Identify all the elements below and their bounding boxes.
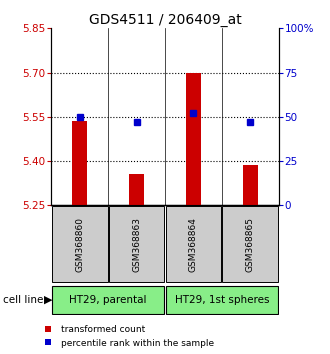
Bar — [73, 121, 87, 205]
Bar — [186, 73, 201, 205]
Bar — [52, 206, 108, 282]
Title: GDS4511 / 206409_at: GDS4511 / 206409_at — [89, 13, 241, 27]
Text: GSM368860: GSM368860 — [75, 217, 84, 272]
Bar — [129, 175, 144, 205]
Text: HT29, 1st spheres: HT29, 1st spheres — [175, 295, 269, 305]
Bar — [166, 206, 221, 282]
Text: HT29, parental: HT29, parental — [69, 295, 147, 305]
Text: ▶: ▶ — [44, 295, 52, 305]
Text: cell line: cell line — [3, 295, 44, 305]
Bar — [166, 286, 278, 314]
Text: GSM368863: GSM368863 — [132, 217, 141, 272]
Bar — [109, 206, 164, 282]
Bar — [52, 286, 164, 314]
Text: GSM368864: GSM368864 — [189, 217, 198, 272]
Bar — [243, 166, 257, 205]
Bar — [222, 206, 278, 282]
Legend: transformed count, percentile rank within the sample: transformed count, percentile rank withi… — [39, 325, 214, 348]
Text: GSM368865: GSM368865 — [246, 217, 255, 272]
